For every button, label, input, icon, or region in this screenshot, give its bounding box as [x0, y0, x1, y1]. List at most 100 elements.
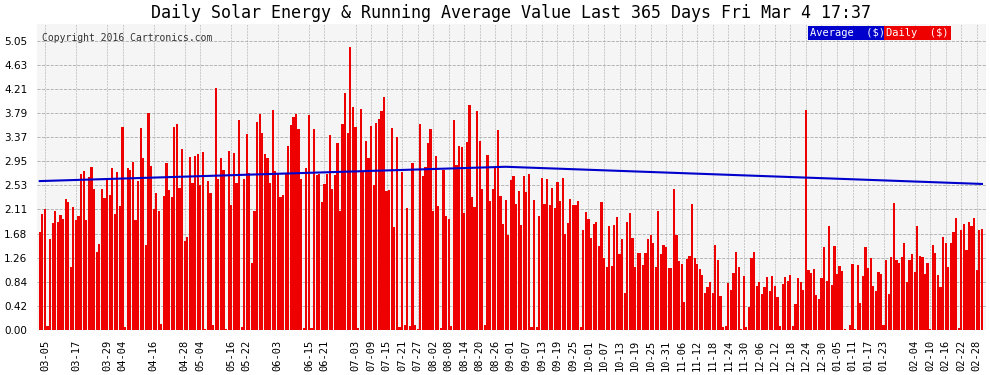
Bar: [733, 273, 735, 330]
Bar: [536, 327, 538, 330]
Bar: [148, 114, 149, 330]
Bar: [271, 110, 274, 330]
Bar: [160, 324, 162, 330]
Bar: [867, 268, 869, 330]
Bar: [152, 209, 154, 330]
Bar: [505, 200, 507, 330]
Bar: [250, 263, 253, 330]
Bar: [909, 260, 911, 330]
Bar: [114, 214, 116, 330]
Bar: [810, 273, 812, 330]
Bar: [545, 178, 548, 330]
Bar: [364, 141, 367, 330]
Bar: [696, 264, 698, 330]
Bar: [834, 246, 836, 330]
Bar: [253, 211, 255, 330]
Bar: [359, 109, 361, 330]
Bar: [657, 211, 659, 330]
Bar: [178, 188, 180, 330]
Bar: [603, 258, 605, 330]
Bar: [808, 270, 810, 330]
Bar: [750, 258, 752, 330]
Bar: [212, 325, 214, 330]
Bar: [189, 156, 191, 330]
Bar: [970, 226, 973, 330]
Bar: [303, 327, 305, 330]
Bar: [548, 205, 550, 330]
Bar: [494, 168, 496, 330]
Bar: [56, 222, 59, 330]
Bar: [77, 216, 79, 330]
Bar: [797, 278, 799, 330]
Bar: [947, 267, 949, 330]
Bar: [122, 127, 124, 330]
Bar: [391, 128, 393, 330]
Bar: [916, 226, 919, 330]
Bar: [383, 97, 385, 330]
Bar: [297, 129, 300, 330]
Bar: [44, 209, 46, 330]
Bar: [520, 225, 523, 330]
Bar: [75, 220, 77, 330]
Bar: [425, 167, 427, 330]
Bar: [856, 265, 858, 330]
Bar: [758, 282, 760, 330]
Bar: [893, 204, 895, 330]
Bar: [771, 276, 773, 330]
Bar: [194, 156, 196, 330]
Bar: [62, 219, 64, 330]
Bar: [836, 274, 839, 330]
Bar: [96, 252, 98, 330]
Bar: [256, 122, 258, 330]
Bar: [761, 294, 763, 330]
Bar: [981, 228, 983, 330]
Bar: [815, 295, 818, 330]
Bar: [217, 179, 220, 330]
Bar: [854, 328, 856, 330]
Bar: [173, 127, 175, 330]
Bar: [691, 204, 693, 330]
Bar: [781, 284, 784, 330]
Bar: [329, 135, 331, 330]
Bar: [59, 215, 61, 330]
Bar: [965, 250, 967, 330]
Bar: [438, 206, 440, 330]
Bar: [707, 287, 709, 330]
Bar: [339, 211, 342, 330]
Bar: [949, 243, 952, 330]
Bar: [370, 126, 372, 330]
Bar: [443, 170, 445, 330]
Bar: [473, 207, 476, 330]
Bar: [541, 178, 543, 330]
Bar: [590, 238, 592, 330]
Bar: [140, 128, 142, 330]
Bar: [929, 329, 932, 330]
Bar: [888, 294, 890, 330]
Bar: [349, 47, 351, 330]
Bar: [204, 329, 207, 330]
Bar: [241, 327, 243, 330]
Bar: [826, 281, 828, 330]
Bar: [585, 212, 587, 330]
Bar: [372, 185, 375, 330]
Bar: [598, 246, 600, 330]
Bar: [637, 253, 639, 330]
Bar: [292, 117, 294, 330]
Bar: [551, 188, 553, 330]
Bar: [157, 210, 160, 330]
Bar: [877, 272, 879, 330]
Bar: [646, 239, 649, 330]
Bar: [940, 286, 941, 330]
Bar: [277, 173, 279, 330]
Bar: [652, 243, 654, 330]
Bar: [510, 180, 512, 330]
Text: Daily  ($): Daily ($): [886, 28, 948, 38]
Bar: [90, 167, 93, 330]
Bar: [742, 276, 744, 330]
Bar: [616, 217, 618, 330]
Bar: [611, 266, 613, 330]
Bar: [644, 254, 646, 330]
Bar: [523, 176, 525, 330]
Bar: [955, 218, 957, 330]
Bar: [741, 328, 742, 330]
